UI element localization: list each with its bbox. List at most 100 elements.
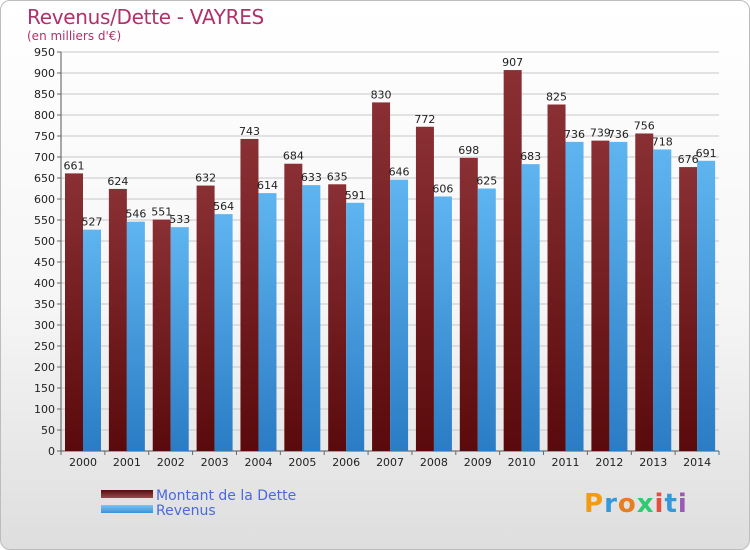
bar-revenus (170, 227, 189, 451)
x-tick-label: 2004 (244, 456, 272, 469)
value-label-revenus: 527 (82, 216, 103, 229)
y-tick-label: 100 (34, 403, 55, 416)
bars (65, 70, 716, 452)
value-label-dette: 632 (195, 172, 216, 185)
bar-revenus (521, 164, 540, 451)
bar-dette (591, 140, 610, 451)
value-label-dette: 698 (458, 144, 479, 157)
bar-dette (503, 70, 522, 451)
bar-dette (108, 188, 127, 452)
legend: Montant de la Dette Revenus (101, 488, 296, 519)
value-label-revenus: 736 (608, 128, 629, 141)
y-tick-label: 500 (34, 235, 55, 248)
y-tick-label: 200 (34, 361, 55, 374)
bar-revenus (126, 221, 145, 451)
bar-dette (240, 138, 259, 451)
value-label-dette: 551 (151, 206, 172, 219)
bar-revenus (477, 188, 496, 451)
x-tick-label: 2010 (508, 456, 536, 469)
x-tick-label: 2005 (288, 456, 316, 469)
bar-dette (679, 167, 698, 451)
value-label-revenus: 736 (564, 128, 585, 141)
bar-dette (635, 133, 654, 452)
bar-dette (284, 163, 303, 451)
bar-revenus (346, 202, 365, 451)
y-tick-label: 300 (34, 319, 55, 332)
x-tick-label: 2011 (552, 456, 580, 469)
bar-revenus (258, 193, 277, 451)
bar-dette (196, 185, 215, 451)
value-label-dette: 756 (634, 119, 655, 132)
bar-dette (152, 219, 171, 451)
value-label-dette: 830 (371, 88, 392, 101)
value-label-revenus: 533 (169, 213, 190, 226)
value-label-dette: 743 (239, 125, 260, 138)
bar-dette (415, 126, 434, 451)
value-label-revenus: 625 (476, 175, 497, 188)
value-label-revenus: 691 (696, 147, 717, 160)
bar-revenus (697, 160, 716, 451)
x-tick-label: 2003 (201, 456, 229, 469)
bar-dette (328, 184, 347, 452)
x-tick-label: 2012 (595, 456, 623, 469)
x-tick-label: 2007 (376, 456, 404, 469)
value-label-dette: 661 (64, 159, 85, 172)
value-label-dette: 825 (546, 91, 567, 104)
legend-swatch-revenus (101, 505, 153, 513)
bar-revenus (653, 149, 672, 451)
x-tick-label: 2013 (639, 456, 667, 469)
y-tick-label: 850 (34, 88, 55, 101)
value-label-dette: 772 (414, 113, 435, 126)
x-tick-label: 2009 (464, 456, 492, 469)
x-tick-label: 2014 (683, 456, 711, 469)
bar-dette (547, 104, 566, 451)
legend-label-dette: Montant de la Dette (156, 488, 296, 504)
chart-title: Revenus/Dette - VAYRES (27, 5, 264, 29)
value-label-revenus: 606 (432, 182, 453, 195)
y-tick-label: 750 (34, 130, 55, 143)
y-tick-label: 800 (34, 109, 55, 122)
value-label-dette: 907 (502, 56, 523, 69)
y-tick-label: 600 (34, 193, 55, 206)
value-label-revenus: 614 (257, 179, 278, 192)
bar-revenus (302, 185, 321, 451)
bar-dette (459, 157, 478, 451)
value-label-revenus: 646 (389, 166, 410, 179)
x-tick-label: 2008 (420, 456, 448, 469)
bar-revenus (214, 214, 233, 451)
proxiti-logo: Proxiti (584, 489, 688, 519)
x-tick-label: 2006 (332, 456, 360, 469)
y-tick-label: 350 (34, 298, 55, 311)
bar-revenus (83, 229, 101, 451)
legend-label-revenus: Revenus (156, 503, 216, 519)
axes: 0 50 100 150 200 250 300 350 400 450 500 550 600 650 7… (34, 46, 720, 469)
y-tick-label: 900 (34, 67, 55, 80)
bar-dette (372, 102, 391, 452)
bar-revenus (565, 141, 584, 451)
value-label-dette: 676 (678, 153, 699, 166)
value-label-revenus: 718 (652, 135, 673, 148)
y-tick-label: 950 (34, 46, 55, 59)
chart-subtitle: (en milliers d'€) (27, 29, 122, 43)
y-tick-label: 0 (48, 445, 55, 458)
value-label-dette: 739 (590, 127, 611, 140)
value-label-revenus: 683 (520, 150, 541, 163)
y-tick-label: 150 (34, 382, 55, 395)
value-label-revenus: 564 (213, 200, 234, 213)
x-tick-label: 2001 (113, 456, 141, 469)
value-label-revenus: 633 (301, 171, 322, 184)
y-tick-label: 550 (34, 214, 55, 227)
value-label-revenus: 546 (125, 208, 146, 221)
y-tick-label: 400 (34, 277, 55, 290)
y-tick-label: 450 (34, 256, 55, 269)
x-tick-label: 2002 (157, 456, 185, 469)
y-tick-label: 650 (34, 172, 55, 185)
value-label-dette: 684 (283, 150, 304, 163)
y-tick-label: 250 (34, 340, 55, 353)
y-tick-label: 50 (41, 424, 55, 437)
bar-dette (65, 173, 83, 451)
x-tick-label: 2000 (69, 456, 97, 469)
